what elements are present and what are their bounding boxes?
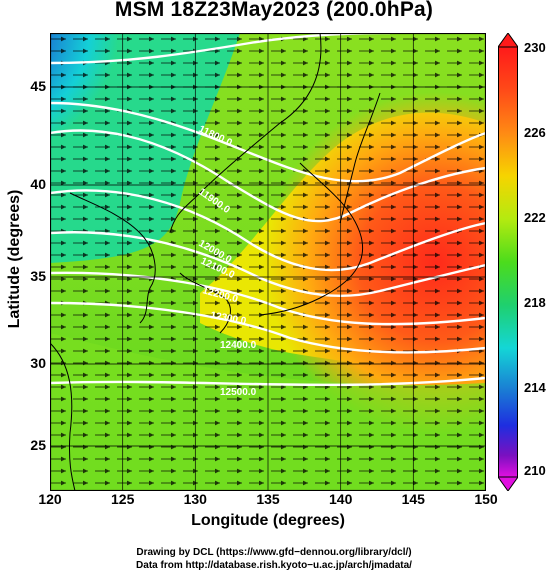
- x-tick-145: 145: [401, 491, 425, 507]
- coastlines: [50, 33, 381, 491]
- x-tick-135: 135: [256, 491, 280, 507]
- colorbar-label-218: 218: [524, 295, 546, 310]
- colorbar: [498, 33, 518, 491]
- colorbar-bottom-triangle: [498, 476, 518, 491]
- colorbar-gradient: [498, 46, 518, 478]
- x-tick-140: 140: [329, 491, 353, 507]
- y-tick-35: 35: [30, 268, 46, 284]
- y-tick-30: 30: [30, 355, 46, 371]
- colorbar-label-230: 230: [524, 40, 546, 55]
- y-tick-45: 45: [30, 78, 46, 94]
- colorbar-label-214: 214: [524, 380, 546, 395]
- contour-label-12400: 12400.0: [220, 340, 257, 351]
- chart-title: MSM 18Z23May2023 (200.0hPa): [114, 0, 434, 21]
- lat-lon-grid: [50, 33, 486, 491]
- map-svg: 11800.0 11900.0 12000.0 12100.0 12200.0 …: [50, 33, 486, 491]
- colorbar-label-210: 210: [524, 463, 546, 478]
- x-tick-120: 120: [38, 491, 62, 507]
- x-tick-125: 125: [111, 491, 135, 507]
- contour-lines: [50, 33, 486, 387]
- footer-data-source: Data from http://database.rish.kyoto−u.a…: [136, 560, 412, 571]
- x-tick-130: 130: [183, 491, 207, 507]
- y-tick-25: 25: [30, 437, 46, 453]
- x-tick-150: 150: [474, 491, 498, 507]
- colorbar-label-226: 226: [524, 125, 546, 140]
- map-plot-area: 11800.0 11900.0 12000.0 12100.0 12200.0 …: [50, 33, 486, 491]
- footer-drawing-credit: Drawing by DCL (https://www.gfd−dennou.o…: [136, 547, 412, 558]
- plot-frame: [50, 33, 486, 491]
- contour-label-12500: 12500.0: [220, 387, 257, 398]
- y-tick-40: 40: [30, 176, 46, 192]
- colorbar-top-triangle: [498, 33, 518, 48]
- x-axis-label: Longitude (degrees): [191, 512, 345, 529]
- colorbar-label-222: 222: [524, 210, 546, 225]
- y-axis-label: Latitude (degrees): [6, 189, 23, 329]
